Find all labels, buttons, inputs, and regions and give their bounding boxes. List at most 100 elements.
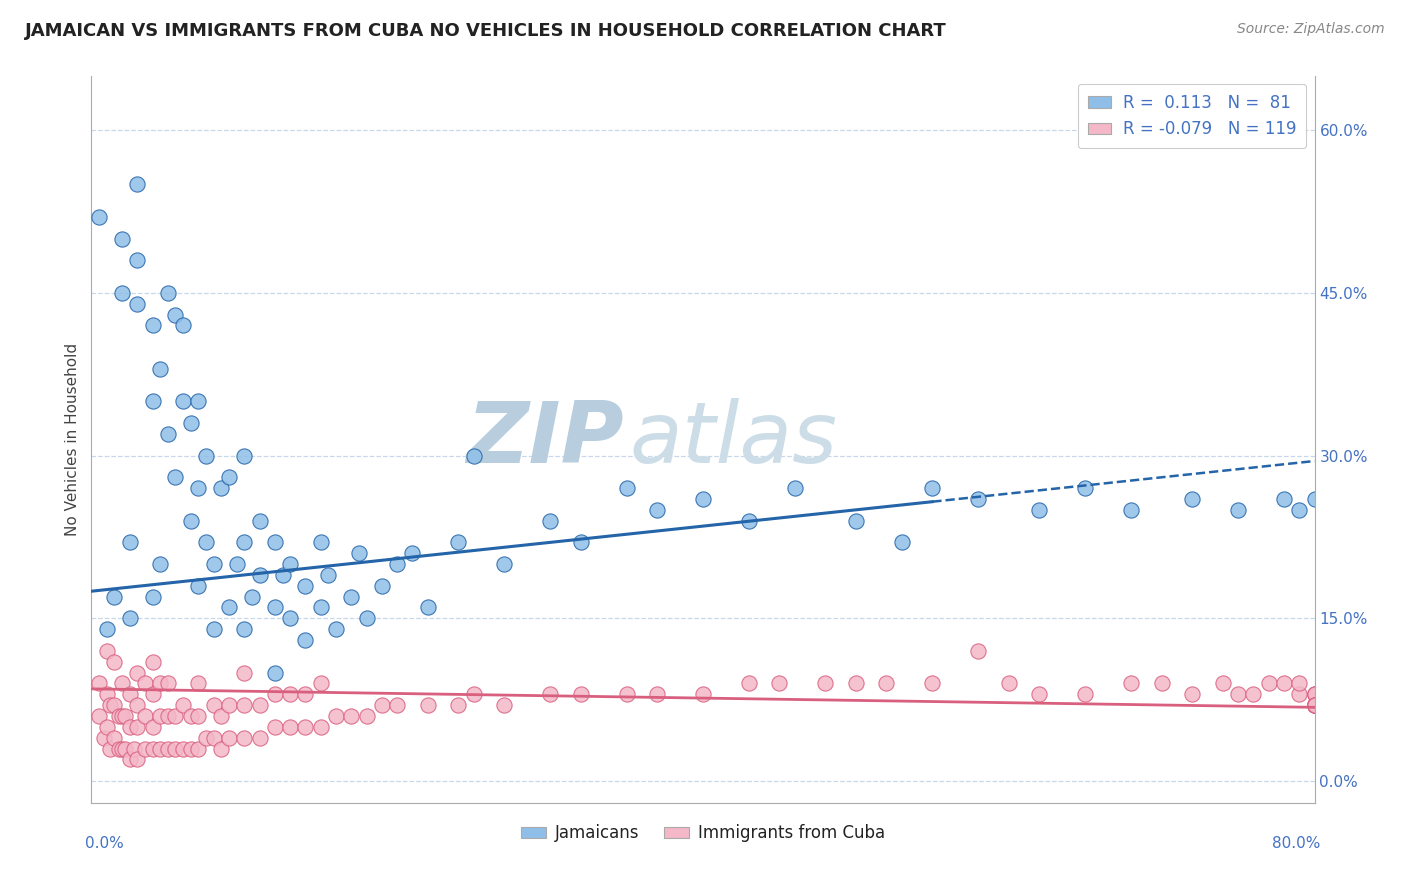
Point [783,481,806,495]
Point [1303,698,1326,713]
Point [1303,687,1326,701]
Point [103,698,125,713]
Point [278,557,301,571]
Point [218,698,240,713]
Point [195,535,218,549]
Point [180,514,202,528]
Point [149,557,172,571]
Point [141,394,163,409]
Point [118,535,141,549]
Point [294,720,316,734]
Point [309,676,332,690]
Text: atlas: atlas [630,398,838,481]
Point [127,178,149,192]
Point [195,731,218,745]
Point [218,731,240,745]
Point [118,687,141,701]
Point [845,676,868,690]
Point [692,491,714,506]
Point [538,687,561,701]
Point [141,720,163,734]
Point [1074,687,1097,701]
Point [1303,698,1326,713]
Point [1028,687,1050,701]
Point [187,394,209,409]
Point [165,470,187,484]
Point [87,676,110,690]
Point [1303,698,1326,713]
Text: ZIP: ZIP [465,398,623,481]
Point [371,579,394,593]
Point [141,318,163,333]
Point [195,449,218,463]
Point [309,720,332,734]
Point [127,698,149,713]
Point [172,394,194,409]
Point [249,731,271,745]
Point [108,709,131,723]
Point [141,687,163,701]
Point [156,709,179,723]
Point [768,676,790,690]
Point [340,709,363,723]
Point [249,698,271,713]
Point [249,568,271,582]
Point [494,698,516,713]
Point [156,285,179,300]
Point [309,535,332,549]
Point [616,481,638,495]
Point [187,676,209,690]
Point [1150,676,1173,690]
Point [127,665,149,680]
Point [309,600,332,615]
Point [127,752,149,766]
Point [202,698,225,713]
Point [356,611,378,625]
Point [233,698,256,713]
Point [371,698,394,713]
Point [1074,481,1097,495]
Point [1303,698,1326,713]
Point [278,720,301,734]
Point [87,709,110,723]
Point [921,481,943,495]
Point [1272,491,1295,506]
Point [111,285,134,300]
Point [264,535,287,549]
Text: JAMAICAN VS IMMIGRANTS FROM CUBA NO VEHICLES IN HOUSEHOLD CORRELATION CHART: JAMAICAN VS IMMIGRANTS FROM CUBA NO VEHI… [25,22,948,40]
Point [1303,698,1326,713]
Point [202,622,225,636]
Point [118,720,141,734]
Point [172,698,194,713]
Point [1303,687,1326,701]
Point [149,361,172,376]
Point [738,676,761,690]
Point [134,709,156,723]
Point [127,720,149,734]
Point [967,491,990,506]
Point [165,741,187,756]
Point [814,676,837,690]
Point [96,687,118,701]
Point [1288,503,1310,517]
Point [180,741,202,756]
Point [180,416,202,430]
Point [141,590,163,604]
Point [127,296,149,310]
Point [1303,687,1326,701]
Point [294,579,316,593]
Point [134,741,156,756]
Point [845,514,868,528]
Point [156,676,179,690]
Point [569,687,592,701]
Point [111,676,134,690]
Point [108,741,131,756]
Point [340,590,363,604]
Point [209,481,232,495]
Point [149,676,172,690]
Point [1181,491,1204,506]
Point [616,687,638,701]
Point [385,557,409,571]
Point [249,514,271,528]
Point [1212,676,1234,690]
